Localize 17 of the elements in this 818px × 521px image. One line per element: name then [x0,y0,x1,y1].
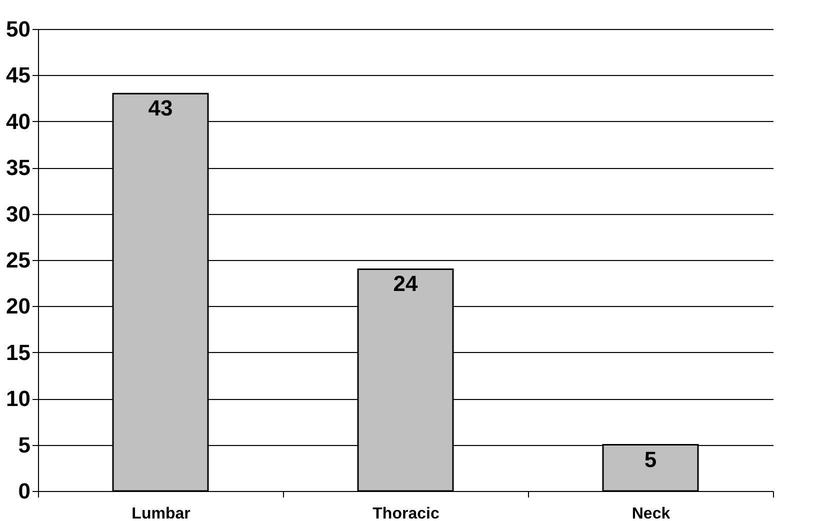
x-tick-label: Neck [632,506,670,521]
y-tick-label: 35 [6,155,30,180]
y-tick-label: 20 [6,294,30,319]
y-tick-label: 25 [6,248,30,272]
y-tick-label: 5 [18,432,30,458]
y-tick-label: 15 [6,340,30,365]
y-tick-label: 45 [6,62,30,88]
y-tick-label: 10 [6,386,30,412]
data-label: 24 [393,271,418,296]
x-tick-label: Lumbar [132,506,190,521]
x-tick-label: Thoracic [372,506,440,521]
y-tick-label: 0 [18,478,30,504]
data-label: 43 [148,96,173,121]
y-tick-label: 30 [6,201,30,226]
data-label: 5 [644,446,657,472]
y-tick-label: 40 [6,108,30,134]
y-tick-label: 50 [6,16,30,42]
